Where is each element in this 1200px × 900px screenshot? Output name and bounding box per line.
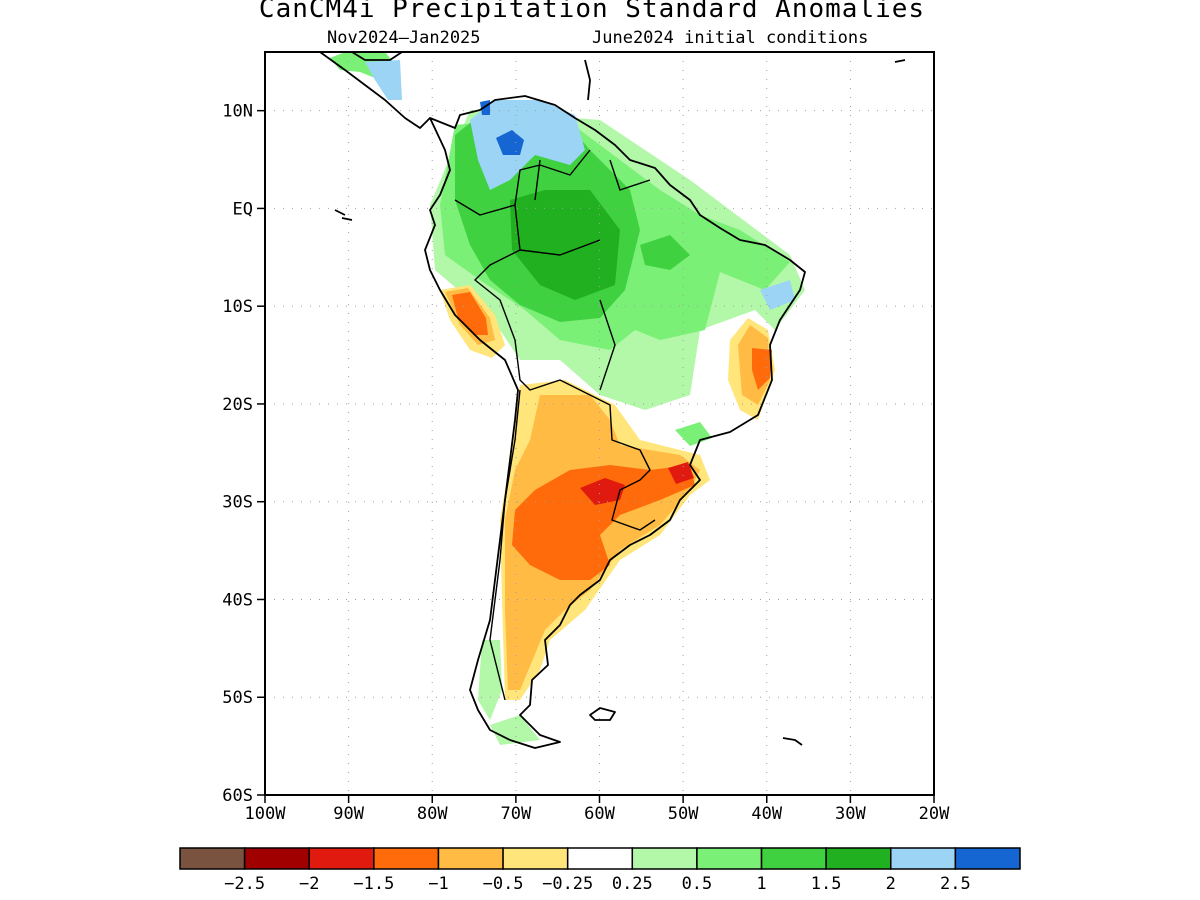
legend-color-swatch: [760, 847, 827, 870]
legend-color-swatch: [437, 847, 504, 870]
legend-color-swatch: [373, 847, 440, 870]
coastlines: [319, 52, 906, 749]
legend-tick-label: −2: [299, 874, 319, 894]
legend-tick-label: −1.5: [353, 874, 394, 894]
anomaly-region: [452, 292, 488, 335]
country-borders: [454, 149, 656, 701]
longitude-tick-label: 60W: [584, 804, 615, 824]
legend-tick-label: 0.5: [682, 874, 713, 894]
anomaly-region: [668, 462, 694, 484]
latitude-tick-label: 10N: [222, 102, 253, 122]
anomaly-region: [580, 478, 625, 505]
legend-tick-label: 0.25: [612, 874, 653, 894]
latitude-tick-label: 20S: [222, 395, 253, 415]
legend-tick-label: −0.25: [542, 874, 593, 894]
central-america-coastline: [319, 52, 431, 129]
anomaly-region: [510, 190, 620, 300]
latitude-tick-label: 10S: [222, 297, 253, 317]
longitude-tick-label: 20W: [919, 804, 950, 824]
longitude-tick-label: 80W: [417, 804, 448, 824]
anomaly-region: [760, 280, 795, 310]
galapagos-islands: [334, 209, 353, 221]
caribbean-islands: [584, 59, 906, 101]
color-scale-legend: −2.5 −2 −1.5 −1 −0.5 −0.25 0.25 0.5 1 1.5 2 2.5: [179, 847, 1021, 894]
legend-color-swatch: [502, 847, 569, 870]
latitude-tick-labels: 10N EQ 10S 20S 30S 40S 50S 60S: [222, 102, 253, 806]
longitude-tick-label: 50W: [668, 804, 699, 824]
south-georgia-island: [782, 737, 803, 746]
legend-color-swatch: [308, 847, 375, 870]
legend-tick-label: 2.5: [940, 874, 971, 894]
anomaly-region: [675, 422, 712, 446]
latitude-tick-label: 40S: [222, 590, 253, 610]
legend-color-swatch: [179, 847, 246, 870]
anomaly-region: [365, 60, 402, 100]
legend-tick-label: −2.5: [224, 874, 265, 894]
legend-tick-label: 2: [886, 874, 896, 894]
legend-color-swatch: [954, 847, 1021, 870]
anomaly-region: [512, 465, 695, 580]
forecast-period-subtitle: Nov2024–Jan2025: [327, 28, 481, 48]
legend-tick-label: 1: [756, 874, 766, 894]
longitude-tick-label: 40W: [751, 804, 782, 824]
legend-color-swatch: [890, 847, 957, 870]
legend-tick-label: −1: [428, 874, 448, 894]
axis-ticks: [257, 109, 935, 803]
longitude-tick-label: 100W: [245, 804, 287, 824]
legend-tick-label: −0.5: [483, 874, 524, 894]
anomaly-region: [490, 715, 540, 745]
legend-color-swatch: [825, 847, 892, 870]
legend-color-swatch: [696, 847, 763, 870]
legend-tick-label: 1.5: [811, 874, 842, 894]
south-america-coastline: [424, 95, 806, 749]
anomaly-region: [470, 100, 585, 190]
latitude-tick-label: 50S: [222, 688, 253, 708]
latitude-tick-label: EQ: [233, 199, 253, 219]
longitude-tick-label: 90W: [333, 804, 364, 824]
map-plot-area: [265, 52, 934, 795]
legend-color-swatch: [631, 847, 698, 870]
map-title: CanCM4i Precipitation Standard Anomalies: [258, 0, 926, 24]
latitude-tick-label: 60S: [222, 786, 253, 806]
anomaly-shading: [330, 52, 805, 745]
anomaly-region: [640, 235, 690, 270]
initial-conditions-subtitle: June2024 initial conditions: [592, 28, 869, 48]
anomaly-region: [496, 130, 524, 155]
longitude-tick-label: 70W: [501, 804, 532, 824]
legend-color-swatch: [566, 847, 634, 870]
longitude-tick-labels: 100W 90W 80W 70W 60W 50W 40W 30W 20W: [245, 804, 951, 824]
legend-color-swatch: [243, 847, 310, 870]
anomaly-region: [478, 640, 502, 720]
longitude-tick-label: 30W: [835, 804, 866, 824]
falkland-islands: [589, 707, 616, 721]
latitude-tick-label: 30S: [222, 493, 253, 513]
